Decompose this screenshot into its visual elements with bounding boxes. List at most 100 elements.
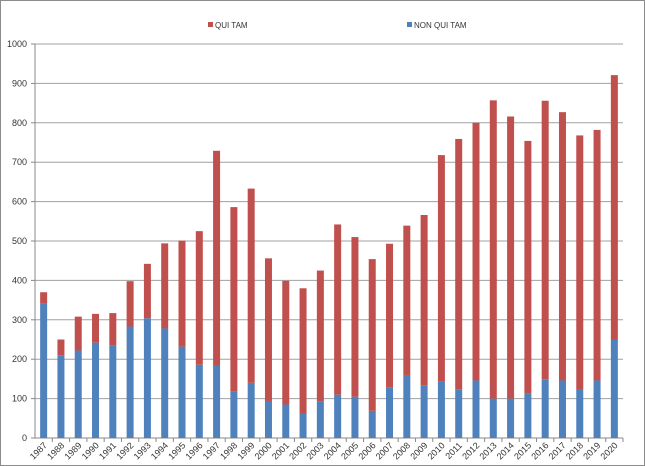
bar-non-qui-tam-2013 bbox=[489, 398, 497, 438]
y-tick-label: 300 bbox=[12, 315, 27, 325]
x-tick-label: 2013 bbox=[477, 440, 498, 461]
bar-qui-tam-2000 bbox=[264, 258, 272, 401]
bar-non-qui-tam-1998 bbox=[230, 391, 238, 438]
bar-qui-tam-2020 bbox=[610, 75, 618, 340]
legend-swatch-qui-tam bbox=[208, 22, 213, 27]
x-tick-label: 2002 bbox=[287, 440, 308, 461]
x-tick-label: 1999 bbox=[235, 440, 256, 461]
bar-non-qui-tam-1993 bbox=[143, 318, 151, 438]
bar-non-qui-tam-1989 bbox=[74, 350, 82, 438]
y-tick-label: 200 bbox=[12, 354, 27, 364]
y-tick-label: 400 bbox=[12, 275, 27, 285]
y-tick-label: 500 bbox=[12, 236, 27, 246]
x-tick-label: 2000 bbox=[253, 440, 274, 461]
x-tick-label: 1988 bbox=[45, 440, 66, 461]
bar-qui-tam-2009 bbox=[420, 214, 428, 386]
bar-non-qui-tam-1990 bbox=[92, 342, 100, 438]
bar-non-qui-tam-2006 bbox=[368, 410, 376, 438]
x-tick-label: 2014 bbox=[495, 440, 516, 461]
x-tick-label: 1993 bbox=[132, 440, 153, 461]
bar-non-qui-tam-2009 bbox=[420, 385, 428, 438]
bar-non-qui-tam-1996 bbox=[195, 364, 203, 438]
bar-qui-tam-1987 bbox=[40, 292, 48, 304]
x-axis: 1987198819891990199119921993199419951996… bbox=[28, 438, 624, 462]
x-tick-label: 1997 bbox=[201, 440, 222, 461]
bar-non-qui-tam-2014 bbox=[507, 398, 515, 438]
bar-qui-tam-2005 bbox=[351, 237, 359, 397]
bar-non-qui-tam-2017 bbox=[558, 380, 566, 438]
x-tick-label: 2019 bbox=[581, 440, 602, 461]
bar-qui-tam-1992 bbox=[126, 281, 134, 327]
bar-non-qui-tam-2020 bbox=[610, 339, 618, 438]
x-tick-label: 2020 bbox=[599, 440, 620, 461]
bar-non-qui-tam-2011 bbox=[455, 389, 463, 438]
bar-qui-tam-1988 bbox=[57, 339, 65, 356]
bar-non-qui-tam-2010 bbox=[437, 381, 445, 438]
bar-qui-tam-2015 bbox=[524, 140, 532, 394]
bar-qui-tam-2011 bbox=[455, 138, 463, 390]
bar-non-qui-tam-2000 bbox=[264, 400, 272, 438]
bar-non-qui-tam-1997 bbox=[213, 365, 221, 438]
x-tick-label: 2015 bbox=[512, 440, 533, 461]
bar-qui-tam-1994 bbox=[161, 243, 169, 329]
bar-qui-tam-2019 bbox=[593, 129, 601, 381]
y-tick-label: 1000 bbox=[7, 39, 27, 49]
bar-qui-tam-1989 bbox=[74, 316, 82, 351]
x-tick-label: 2004 bbox=[322, 440, 343, 461]
bar-non-qui-tam-2018 bbox=[576, 389, 584, 438]
x-tick-label: 2008 bbox=[391, 440, 412, 461]
bar-qui-tam-2007 bbox=[386, 243, 394, 388]
bar-non-qui-tam-2012 bbox=[472, 380, 480, 438]
legend-label-non-qui-tam: NON QUI TAM bbox=[414, 21, 467, 30]
bar-qui-tam-2018 bbox=[576, 135, 584, 390]
x-tick-label: 2010 bbox=[426, 440, 447, 461]
bar-qui-tam-2014 bbox=[507, 116, 515, 399]
x-tick-label: 2003 bbox=[305, 440, 326, 461]
bar-qui-tam-2010 bbox=[437, 155, 445, 382]
bar-qui-tam-2004 bbox=[334, 224, 342, 395]
bar-non-qui-tam-2004 bbox=[334, 394, 342, 438]
bar-qui-tam-2003 bbox=[316, 270, 324, 402]
bar-non-qui-tam-1992 bbox=[126, 326, 134, 438]
bar-non-qui-tam-1991 bbox=[109, 345, 117, 438]
x-tick-label: 2016 bbox=[529, 440, 550, 461]
bar-qui-tam-2012 bbox=[472, 122, 480, 381]
x-tick-label: 2018 bbox=[564, 440, 585, 461]
bar-qui-tam-2001 bbox=[282, 280, 290, 405]
bar-qui-tam-2008 bbox=[403, 225, 411, 375]
bar-qui-tam-1997 bbox=[213, 150, 221, 366]
bar-non-qui-tam-2001 bbox=[282, 404, 290, 438]
bar-non-qui-tam-2015 bbox=[524, 393, 532, 438]
bar-qui-tam-1990 bbox=[92, 313, 100, 343]
y-tick-label: 900 bbox=[12, 78, 27, 88]
x-tick-label: 2009 bbox=[408, 440, 429, 461]
bar-qui-tam-2013 bbox=[489, 100, 497, 399]
y-axis: 0 100 200 300 400 500 600 700 800 900 1000 bbox=[7, 39, 36, 443]
bar-non-qui-tam-1994 bbox=[161, 328, 169, 438]
bar-non-qui-tam-2019 bbox=[593, 380, 601, 438]
y-tick-label: 0 bbox=[22, 433, 27, 443]
bar-qui-tam-2016 bbox=[541, 100, 549, 380]
y-tick-label: 800 bbox=[12, 118, 27, 128]
x-tick-label: 1991 bbox=[97, 440, 118, 461]
bar-qui-tam-1995 bbox=[178, 240, 186, 347]
bar-non-qui-tam-2007 bbox=[386, 387, 394, 438]
x-tick-label: 1990 bbox=[80, 440, 101, 461]
bar-non-qui-tam-2003 bbox=[316, 401, 324, 438]
x-tick-label: 1987 bbox=[28, 440, 49, 461]
x-tick-label: 2005 bbox=[339, 440, 360, 461]
x-tick-label: 2001 bbox=[270, 440, 291, 461]
y-tick-label: 600 bbox=[12, 197, 27, 207]
x-tick-label: 1998 bbox=[218, 440, 239, 461]
x-tick-label: 2017 bbox=[547, 440, 568, 461]
x-tick-label: 2011 bbox=[443, 440, 464, 461]
bar-non-qui-tam-1999 bbox=[247, 382, 255, 438]
gridlines bbox=[35, 43, 623, 439]
x-tick-label: 1994 bbox=[149, 440, 170, 461]
x-tick-label: 1992 bbox=[114, 440, 135, 461]
bar-non-qui-tam-2008 bbox=[403, 374, 411, 438]
legend-swatch-non-qui-tam bbox=[407, 22, 412, 27]
legend-label-qui-tam: QUI TAM bbox=[215, 21, 248, 30]
